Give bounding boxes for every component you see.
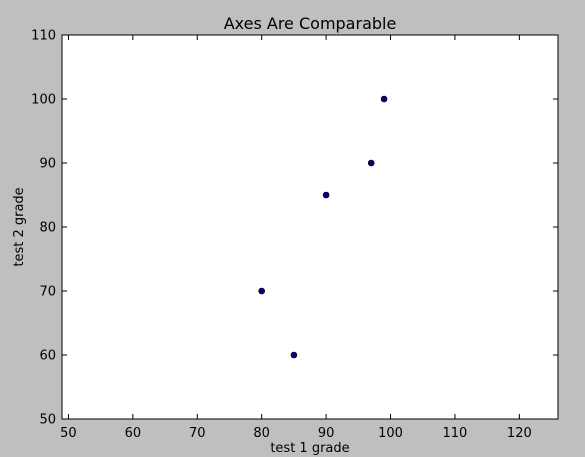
data-point	[259, 288, 265, 294]
y-tick-label: 50	[39, 413, 56, 428]
data-point	[323, 192, 329, 198]
x-tick-label: 90	[318, 426, 335, 441]
x-tick-label: 110	[443, 426, 468, 441]
x-tick-label: 50	[60, 426, 77, 441]
y-tick-label: 80	[39, 221, 56, 236]
y-tick-label: 60	[39, 349, 56, 364]
y-tick-label: 110	[31, 29, 56, 44]
x-tick-label: 120	[507, 426, 532, 441]
y-tick-label: 70	[39, 285, 56, 300]
x-tick-label: 80	[253, 426, 270, 441]
x-tick-label: 100	[378, 426, 403, 441]
y-tick-label: 100	[31, 93, 56, 108]
chart-title: Axes Are Comparable	[224, 14, 397, 33]
data-point	[381, 96, 387, 102]
y-axis-label: test 2 grade	[12, 187, 27, 266]
y-tick-label: 90	[39, 157, 56, 172]
plot-area	[62, 35, 558, 419]
data-point	[368, 160, 374, 166]
x-axis-label: test 1 grade	[270, 441, 349, 456]
data-point	[291, 352, 297, 358]
x-tick-label: 60	[125, 426, 142, 441]
x-tick-label: 70	[189, 426, 206, 441]
